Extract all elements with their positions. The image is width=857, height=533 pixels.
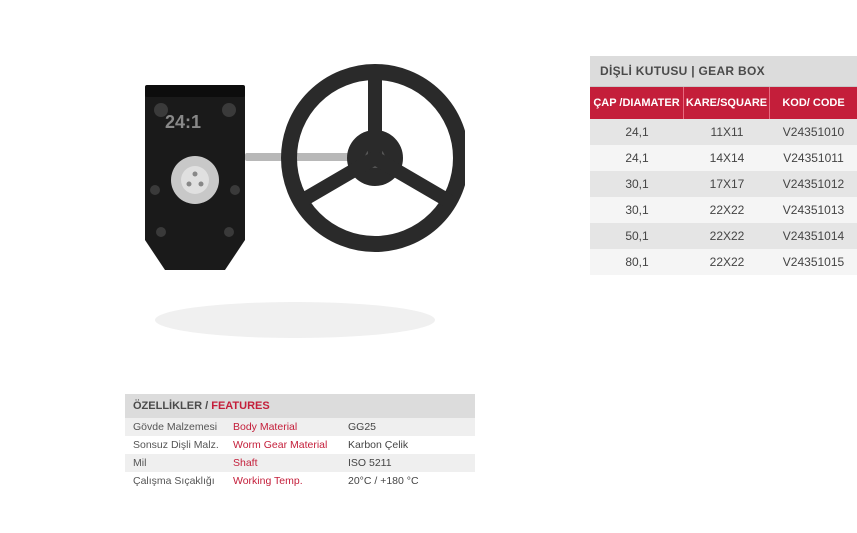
features-title: ÖZELLİKLER / FEATURES — [125, 394, 475, 418]
cell-code: V24351011 — [770, 145, 857, 171]
cell-diameter: 30,1 — [590, 171, 684, 197]
feature-en: Shaft — [233, 457, 348, 469]
table-row: 24,114X14V24351011 — [590, 145, 857, 171]
cell-diameter: 80,1 — [590, 249, 684, 275]
cell-code: V24351014 — [770, 223, 857, 249]
feature-value: Karbon Çelik — [348, 439, 467, 451]
table-row: 50,122X22V24351014 — [590, 223, 857, 249]
cell-code: V24351010 — [770, 119, 857, 145]
cell-square: 22X22 — [684, 197, 770, 223]
table-row: 80,122X22V24351015 — [590, 249, 857, 275]
cell-diameter: 24,1 — [590, 145, 684, 171]
feature-en: Working Temp. — [233, 475, 348, 487]
cell-square: 22X22 — [684, 249, 770, 275]
product-image: 24:1 — [125, 10, 465, 370]
gearbox-header-row: ÇAP /DIAMATER KARE/SQUARE KOD/ CODE — [590, 87, 857, 119]
feature-tr: Gövde Malzemesi — [133, 421, 233, 433]
table-row: 30,122X22V24351013 — [590, 197, 857, 223]
feature-value: GG25 — [348, 421, 467, 433]
cell-square: 11X11 — [684, 119, 770, 145]
header-diameter: ÇAP /DIAMATER — [590, 87, 684, 119]
feature-value: ISO 5211 — [348, 457, 467, 469]
cell-diameter: 50,1 — [590, 223, 684, 249]
cell-diameter: 24,1 — [590, 119, 684, 145]
feature-tr: Çalışma Sıçaklığı — [133, 475, 233, 487]
feature-row: Sonsuz Dişli Malz.Worm Gear MaterialKarb… — [125, 436, 475, 454]
cell-code: V24351012 — [770, 171, 857, 197]
header-code: KOD/ CODE — [770, 87, 857, 119]
ratio-label: 24:1 — [165, 112, 201, 132]
table-row: 24,111X11V24351010 — [590, 119, 857, 145]
feature-row: Gövde MalzemesiBody MaterialGG25 — [125, 418, 475, 436]
header-square: KARE/SQUARE — [684, 87, 770, 119]
gearbox-title: DİŞLİ KUTUSU | GEAR BOX — [590, 56, 857, 87]
feature-row: MilShaftISO 5211 — [125, 454, 475, 472]
cell-code: V24351013 — [770, 197, 857, 223]
feature-tr: Sonsuz Dişli Malz. — [133, 439, 233, 451]
cell-square: 22X22 — [684, 223, 770, 249]
cell-square: 17X17 — [684, 171, 770, 197]
feature-tr: Mil — [133, 457, 233, 469]
features-title-sep: / — [202, 400, 211, 412]
gearbox-table: DİŞLİ KUTUSU | GEAR BOX ÇAP /DIAMATER KA… — [590, 56, 857, 275]
cell-square: 14X14 — [684, 145, 770, 171]
table-row: 30,117X17V24351012 — [590, 171, 857, 197]
features-title-en: FEATURES — [211, 400, 269, 412]
features-table: ÖZELLİKLER / FEATURES Gövde MalzemesiBod… — [125, 394, 475, 490]
cell-diameter: 30,1 — [590, 197, 684, 223]
feature-en: Worm Gear Material — [233, 439, 348, 451]
features-title-tr: ÖZELLİKLER — [133, 400, 202, 412]
feature-row: Çalışma SıçaklığıWorking Temp.20°C / +18… — [125, 472, 475, 490]
gearbox-illustration: 24:1 — [125, 10, 465, 370]
feature-value: 20°C / +180 °C — [348, 475, 467, 487]
cell-code: V24351015 — [770, 249, 857, 275]
feature-en: Body Material — [233, 421, 348, 433]
